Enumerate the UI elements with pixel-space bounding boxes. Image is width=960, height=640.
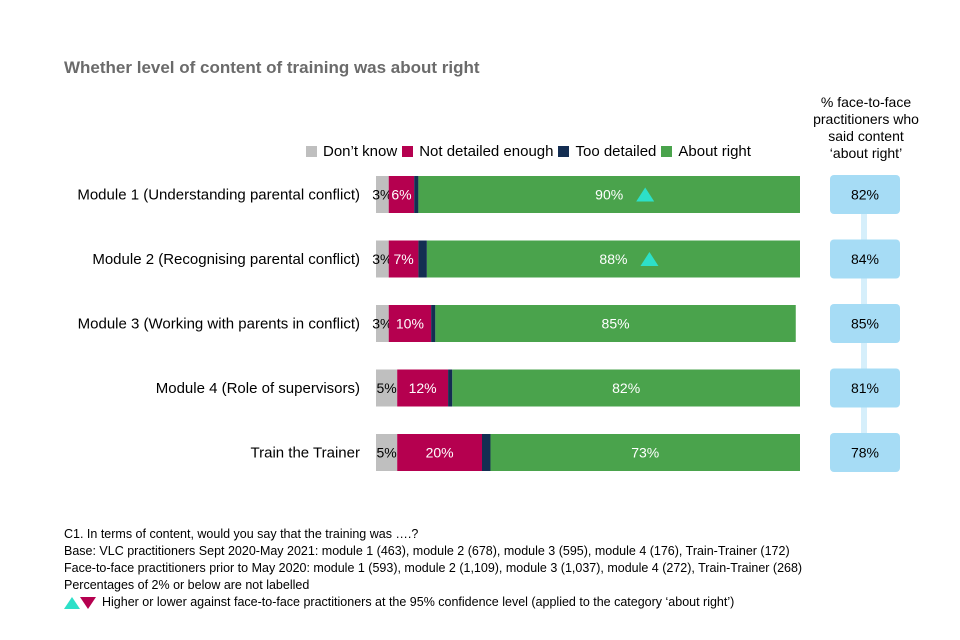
bar-segment-dont-know xyxy=(376,305,389,342)
face-to-face-value: 81% xyxy=(851,380,879,396)
legend-swatch xyxy=(306,146,317,157)
data-label: 88% xyxy=(599,251,627,267)
footnote-base-f2f: Face-to-face practitioners prior to May … xyxy=(64,561,803,575)
data-label: 90% xyxy=(595,187,623,203)
bar-segment-too-detailed xyxy=(414,176,419,213)
category-label: Train the Trainer xyxy=(251,445,361,462)
bar-segment-not-detailed xyxy=(388,305,432,342)
footnote-labels-note: Percentages of 2% or below are not label… xyxy=(64,578,310,592)
chart-title: Whether level of content of training was… xyxy=(64,58,480,77)
face-to-face-header-line: ‘about right’ xyxy=(829,145,903,161)
face-to-face-value: 78% xyxy=(851,445,879,461)
significance-higher-icon xyxy=(636,187,655,202)
bar-segment-too-detailed xyxy=(448,369,453,407)
bar-segment-too-detailed xyxy=(431,305,436,342)
legend-swatch xyxy=(402,146,414,157)
data-label: 3% xyxy=(372,187,392,203)
face-to-face-box xyxy=(830,433,900,472)
data-label: 73% xyxy=(631,445,659,461)
category-label: Module 2 (Recognising parental conflict) xyxy=(92,251,360,268)
face-to-face-box xyxy=(830,304,900,343)
legend-swatch xyxy=(558,146,570,157)
face-to-face-value: 84% xyxy=(851,251,879,267)
data-label: 3% xyxy=(372,251,392,267)
bar-segment-too-detailed xyxy=(482,434,491,471)
bar-segment-dont-know xyxy=(376,369,398,407)
data-label: 20% xyxy=(426,445,454,461)
data-label: 3% xyxy=(372,316,392,332)
legend-label: Too detailed xyxy=(575,143,657,160)
significance-higher-icon xyxy=(640,252,659,266)
data-label: 5% xyxy=(376,445,396,461)
legend-label: Not detailed enough xyxy=(419,143,554,160)
face-to-face-value: 85% xyxy=(851,316,879,332)
face-to-face-header-line: practitioners who xyxy=(813,111,919,127)
data-label: 7% xyxy=(393,251,413,267)
higher-triangle-icon xyxy=(64,596,80,609)
face-to-face-header-line: % face-to-face xyxy=(820,94,912,110)
lower-triangle-icon xyxy=(80,596,96,609)
legend-item-dont-know: Don’t know xyxy=(306,143,397,160)
legend-label: Don’t know xyxy=(323,143,398,160)
bar-segment-not-detailed xyxy=(397,434,482,471)
bar-segment-about-right xyxy=(418,176,800,213)
data-label: 10% xyxy=(396,316,424,332)
bar-segment-dont-know xyxy=(376,240,389,278)
footnote-base-vlc: Base: VLC practitioners Sept 2020-May 20… xyxy=(64,544,790,558)
bar-segment-not-detailed xyxy=(388,240,419,278)
data-label: 6% xyxy=(391,187,411,203)
face-to-face-header: % face-to-face practitioners who said co… xyxy=(796,94,936,162)
face-to-face-box xyxy=(830,368,900,408)
footnote-significance: Higher or lower against face-to-face pra… xyxy=(64,594,802,611)
legend-item-about-right: About right xyxy=(661,143,751,160)
face-to-face-box xyxy=(830,239,900,279)
bar-segment-about-right xyxy=(452,369,800,407)
category-label: Module 4 (Role of supervisors) xyxy=(156,380,360,397)
bar-segment-too-detailed xyxy=(418,240,427,278)
bar-segment-about-right xyxy=(426,240,800,278)
face-to-face-box xyxy=(830,175,900,214)
face-to-face-header-line: said content xyxy=(828,128,904,144)
legend: Don’t know Not detailed enough Too detai… xyxy=(306,143,756,160)
legend-label: About right xyxy=(678,143,751,160)
bar-segment-about-right xyxy=(490,434,800,471)
legend-swatch xyxy=(661,146,673,157)
bar-segment-dont-know xyxy=(376,176,389,213)
data-label: 85% xyxy=(602,316,630,332)
data-label: 82% xyxy=(612,380,640,396)
data-label: 12% xyxy=(409,380,437,396)
face-to-face-value: 82% xyxy=(851,187,879,203)
category-label: Module 3 (Working with parents in confli… xyxy=(78,316,360,333)
data-label: 5% xyxy=(376,380,396,396)
legend-item-not-detailed: Not detailed enough xyxy=(402,143,553,160)
legend-item-too-detailed: Too detailed xyxy=(558,143,656,160)
stacked-bar-chart: Module 1 (Understanding parental conflic… xyxy=(77,175,900,472)
bar-segment-about-right xyxy=(435,305,796,342)
footnotes: C1. In terms of content, would you say t… xyxy=(64,526,802,611)
bar-segment-not-detailed xyxy=(397,369,449,407)
bar-segment-dont-know xyxy=(376,434,398,471)
bar-segment-not-detailed xyxy=(388,176,415,213)
footnote-significance-text: Higher or lower against face-to-face pra… xyxy=(102,595,735,609)
category-label: Module 1 (Understanding parental conflic… xyxy=(77,187,360,204)
footnote-question: C1. In terms of content, would you say t… xyxy=(64,527,419,541)
